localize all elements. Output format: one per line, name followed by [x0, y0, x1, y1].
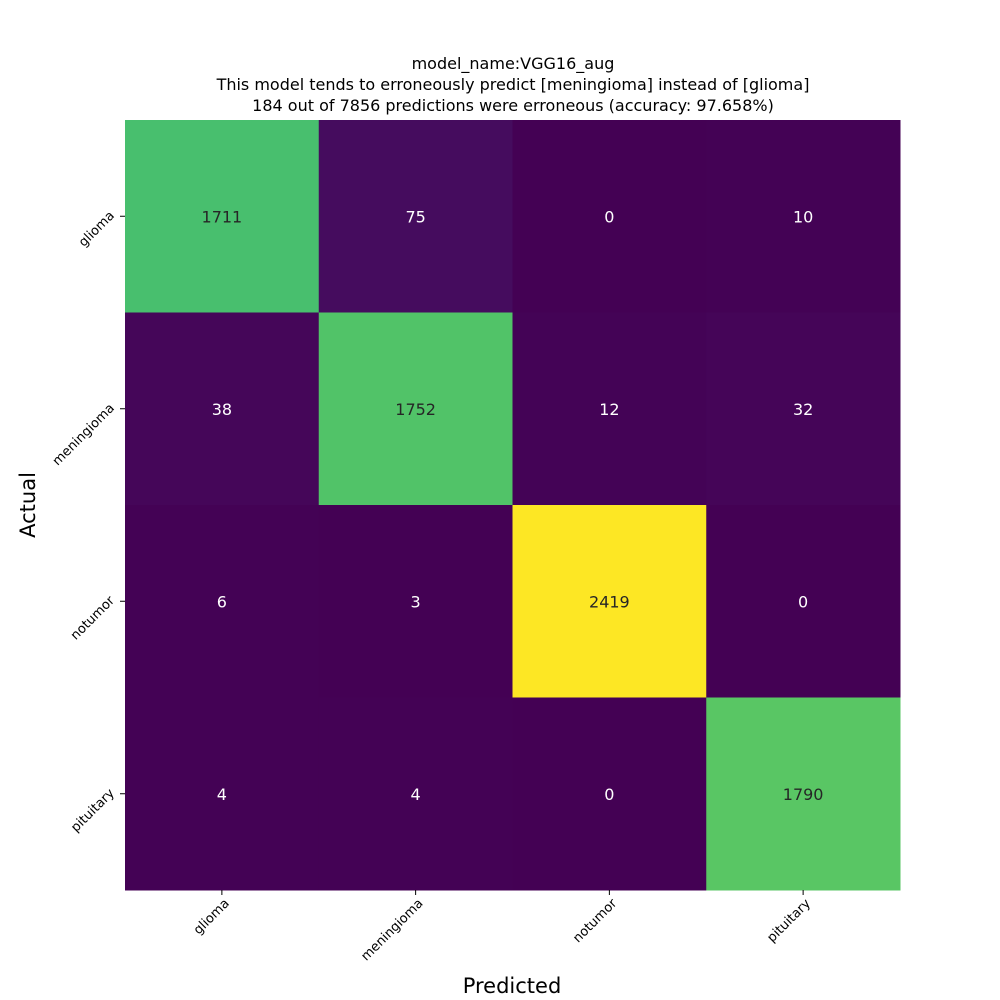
chart-title-line-3: 184 out of 7856 predictions were erroneo… [252, 96, 774, 115]
x-tick-label-glioma: glioma [191, 896, 233, 938]
cell-value-label: 38 [212, 400, 232, 419]
cell-value-label: 0 [604, 785, 614, 804]
heatmap-cell-pituitary-glioma [125, 697, 320, 891]
cell-value-label: 1711 [202, 207, 243, 226]
cell-value-label: 4 [411, 785, 421, 804]
chart-title-line-1: model_name:VGG16_aug [411, 54, 615, 73]
y-tick-label-pituitary: pituitary [68, 786, 118, 836]
x-axis-ticks: glioma meningioma notumor pituitary [191, 890, 814, 964]
cell-value-label: 2419 [589, 592, 630, 611]
heatmap-cell-meningioma-meningioma [318, 312, 513, 506]
heatmap-cell-meningioma-notumor [512, 312, 707, 506]
heatmap-cell-notumor-glioma [125, 505, 320, 698]
x-tick-label-meningioma: meningioma [358, 896, 426, 964]
cell-value-label: 10 [793, 207, 813, 226]
heatmap-cell-meningioma-glioma [125, 312, 320, 506]
x-axis-label: Predicted [463, 974, 562, 998]
cell-value-label: 12 [599, 400, 619, 419]
y-tick-label-glioma: glioma [76, 208, 118, 250]
chart-title-line-2: This model tends to erroneously predict … [216, 75, 810, 94]
cell-value-label: 3 [411, 592, 421, 611]
x-tick-label-pituitary: pituitary [765, 896, 815, 946]
cell-value-label: 1790 [783, 785, 824, 804]
heatmap-cells [125, 120, 901, 891]
cell-value-label: 1752 [395, 400, 436, 419]
heatmap-cell-notumor-meningioma [318, 505, 513, 698]
cell-value-label: 0 [604, 207, 614, 226]
heatmap-cell-glioma-notumor [512, 120, 707, 313]
heatmap-cell-labels: 1711 75 0 10 38 1752 12 32 6 3 2419 0 4 4 0 1790 [202, 207, 824, 804]
heatmap-cell-notumor-notumor [512, 505, 707, 698]
heatmap-cell-pituitary-pituitary [706, 697, 901, 891]
y-tick-label-notumor: notumor [68, 593, 118, 643]
heatmap-cell-notumor-pituitary [706, 505, 901, 698]
cell-value-label: 75 [405, 207, 425, 226]
heatmap-cell-glioma-glioma [125, 120, 320, 313]
cell-value-label: 0 [798, 592, 808, 611]
heatmap-cell-meningioma-pituitary [706, 312, 901, 506]
heatmap-cell-glioma-meningioma [318, 120, 513, 313]
cell-value-label: 6 [217, 592, 227, 611]
x-tick-label-notumor: notumor [570, 896, 620, 946]
heatmap-cell-pituitary-notumor [512, 697, 707, 891]
y-tick-label-meningioma: meningioma [50, 401, 118, 469]
cell-value-label: 32 [793, 400, 813, 419]
y-axis-label: Actual [16, 472, 40, 538]
heatmap-cell-glioma-pituitary [706, 120, 901, 313]
y-axis-ticks: glioma meningioma notumor pituitary [50, 208, 125, 835]
cell-value-label: 4 [217, 785, 227, 804]
heatmap-cell-pituitary-meningioma [318, 697, 513, 891]
